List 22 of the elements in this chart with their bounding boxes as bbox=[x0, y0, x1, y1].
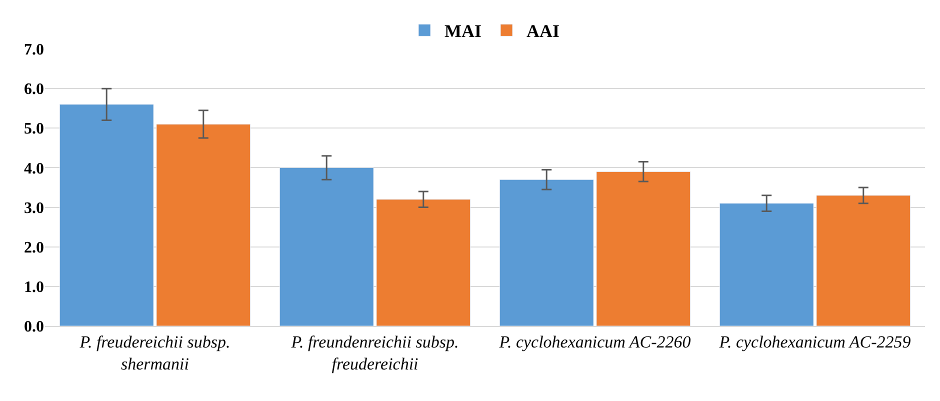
bar bbox=[59, 104, 154, 326]
legend-label: AAI bbox=[526, 21, 560, 42]
bar bbox=[596, 171, 691, 326]
y-tick-label: 3.0 bbox=[24, 200, 44, 217]
bar bbox=[816, 195, 911, 326]
y-tick-label: 5.0 bbox=[24, 120, 44, 138]
y-tick-label: 1.0 bbox=[24, 279, 44, 296]
bar bbox=[499, 179, 594, 326]
bar bbox=[156, 124, 251, 326]
y-tick-label: 6.0 bbox=[24, 81, 44, 98]
y-tick-label: 2.0 bbox=[24, 239, 44, 256]
bar bbox=[376, 199, 471, 326]
y-tick-label: 0.0 bbox=[24, 318, 44, 336]
legend-label: MAI bbox=[444, 21, 482, 42]
bar bbox=[719, 203, 814, 326]
x-tick-label: P. cyclohexanicum AC-2259 bbox=[718, 332, 912, 352]
x-tick-label: P. freudereichii subsp. shermanii bbox=[78, 332, 230, 374]
y-tick-label: 7.0 bbox=[24, 42, 44, 59]
bar bbox=[279, 167, 374, 326]
x-tick-label: P. cyclohexanicum AC-2260 bbox=[498, 332, 692, 352]
x-tick-label: P. freundenreichii subsp. freudereichii bbox=[290, 332, 459, 374]
y-tick-label: 4.0 bbox=[24, 160, 44, 178]
